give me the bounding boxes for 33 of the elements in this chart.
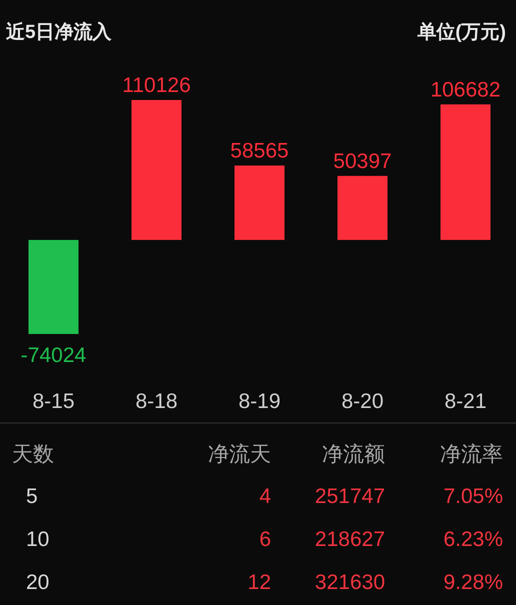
- category-label: 净流率: [440, 443, 503, 466]
- chart-title: 近5日净流入: [5, 21, 113, 43]
- x-tick-label: 8-20: [341, 390, 384, 413]
- data-label: 106682: [430, 78, 501, 102]
- text: 6: [259, 528, 271, 551]
- data-label: -74024: [20, 344, 87, 367]
- text: 10: [26, 528, 50, 551]
- bar: [234, 166, 284, 240]
- text: 20: [26, 571, 50, 594]
- data-label: 58565: [230, 140, 289, 163]
- text: 5: [26, 485, 38, 508]
- data-label: 110126: [122, 74, 191, 97]
- text: 218627: [314, 528, 385, 551]
- text: 6.23%: [443, 528, 503, 551]
- text: 单位(万元): [416, 21, 506, 43]
- text: 251747: [314, 485, 385, 508]
- category-label: 天数: [12, 443, 54, 466]
- x-tick-label: 8-19: [238, 390, 281, 413]
- text: 321630: [314, 571, 385, 594]
- x-tick-label: 8-21: [444, 390, 487, 413]
- text: 9.28%: [443, 571, 503, 594]
- bar: [440, 104, 490, 240]
- bar: [132, 100, 182, 240]
- category-label: 净流天: [208, 443, 271, 466]
- x-tick-label: 8-18: [135, 390, 178, 413]
- text: 4: [259, 485, 272, 508]
- bar: [28, 240, 78, 334]
- text: 7.05%: [443, 485, 503, 508]
- bar: [338, 176, 388, 240]
- x-tick-label: 8-15: [32, 390, 75, 413]
- data-label: 50397: [333, 150, 392, 173]
- category-label: 净流额: [322, 443, 385, 466]
- text: 12: [248, 571, 271, 594]
